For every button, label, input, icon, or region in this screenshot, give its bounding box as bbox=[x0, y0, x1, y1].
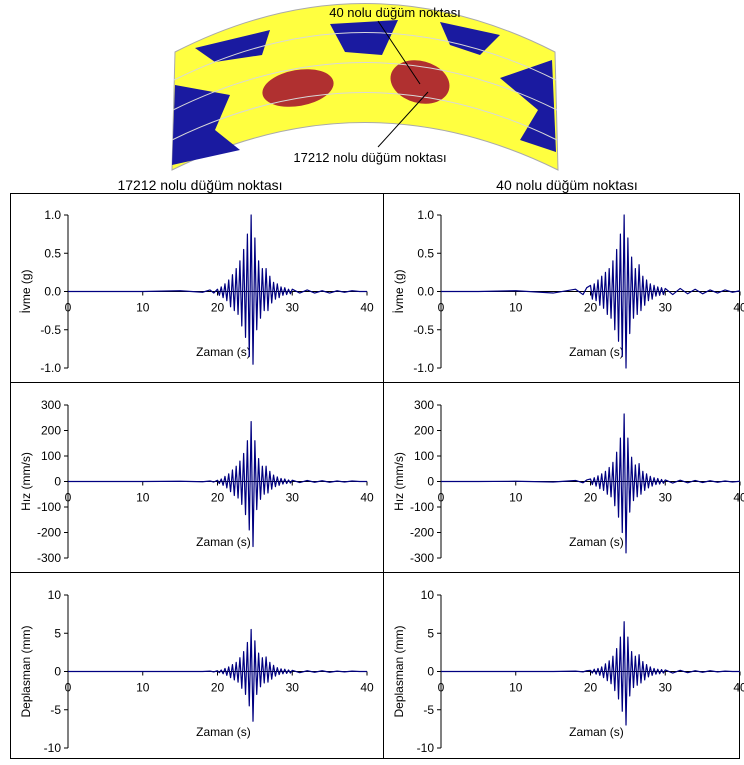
y-tick-label: 10 bbox=[48, 588, 62, 602]
y-tick-label: -0.5 bbox=[413, 323, 434, 337]
y-tick-label: -1.0 bbox=[413, 361, 434, 375]
y-tick-label: 5 bbox=[54, 626, 61, 640]
x-tick-label: 0 bbox=[65, 301, 72, 315]
x-axis-label: Zaman (s) bbox=[196, 725, 251, 739]
x-tick-label: 10 bbox=[509, 301, 523, 315]
y-tick-label: -1.0 bbox=[40, 361, 61, 375]
y-tick-label: 300 bbox=[41, 398, 61, 412]
y-tick-label: 0.0 bbox=[44, 285, 61, 299]
x-tick-label: 0 bbox=[65, 681, 72, 695]
x-tick-label: 20 bbox=[584, 491, 598, 505]
y-axis-label: İvme (g) bbox=[19, 269, 33, 313]
x-tick-label: 30 bbox=[659, 681, 673, 695]
x-tick-label: 30 bbox=[286, 491, 300, 505]
y-axis-label: Hız (mm/s) bbox=[19, 452, 33, 511]
y-tick-label: -200 bbox=[410, 526, 434, 540]
data-line bbox=[68, 215, 367, 364]
x-tick-label: 0 bbox=[65, 491, 72, 505]
y-tick-label: -200 bbox=[37, 526, 61, 540]
column-title: 17212 nolu düğüm noktası bbox=[117, 177, 282, 193]
y-tick-label: 0.5 bbox=[44, 246, 61, 260]
x-tick-label: 30 bbox=[286, 681, 300, 695]
mesh-label: 40 nolu düğüm noktası bbox=[329, 5, 461, 20]
x-tick-label: 0 bbox=[438, 491, 445, 505]
x-tick-label: 10 bbox=[136, 681, 150, 695]
y-tick-label: 200 bbox=[414, 424, 434, 438]
y-tick-label: 0.5 bbox=[417, 246, 434, 260]
y-tick-label: 0 bbox=[54, 665, 61, 679]
y-tick-label: 200 bbox=[41, 424, 61, 438]
x-axis-label: Zaman (s) bbox=[196, 345, 251, 359]
mesh bbox=[172, 4, 558, 171]
y-tick-label: 100 bbox=[414, 449, 434, 463]
x-tick-label: 20 bbox=[211, 681, 225, 695]
figure: 40 nolu düğüm noktası 17212 nolu düğüm n… bbox=[0, 0, 744, 760]
y-tick-label: 100 bbox=[41, 449, 61, 463]
mesh-label: 17212 nolu düğüm noktası bbox=[293, 150, 446, 165]
x-axis-label: Zaman (s) bbox=[569, 535, 624, 549]
y-tick-label: 0.0 bbox=[417, 285, 434, 299]
y-tick-label: 0 bbox=[427, 665, 434, 679]
y-tick-label: -300 bbox=[410, 551, 434, 565]
x-axis-label: Zaman (s) bbox=[569, 345, 624, 359]
x-tick-label: 0 bbox=[438, 301, 445, 315]
x-axis-label: Zaman (s) bbox=[569, 725, 624, 739]
y-tick-label: 0 bbox=[54, 475, 61, 489]
y-axis-label: İvme (g) bbox=[392, 269, 406, 313]
x-tick-label: 20 bbox=[211, 301, 225, 315]
y-tick-label: 10 bbox=[421, 588, 435, 602]
y-tick-label: -100 bbox=[410, 500, 434, 514]
y-axis-label: Deplasman (mm) bbox=[392, 625, 406, 717]
y-tick-label: -100 bbox=[37, 500, 61, 514]
x-tick-label: 40 bbox=[360, 491, 374, 505]
x-axis-label: Zaman (s) bbox=[196, 535, 251, 549]
y-tick-label: -10 bbox=[417, 741, 435, 755]
x-tick-label: 40 bbox=[733, 681, 744, 695]
y-tick-label: 300 bbox=[414, 398, 434, 412]
y-axis-label: Deplasman (mm) bbox=[19, 625, 33, 717]
y-tick-label: 1.0 bbox=[44, 208, 61, 222]
x-tick-label: 40 bbox=[360, 301, 374, 315]
y-tick-label: 0 bbox=[427, 475, 434, 489]
column-title: 40 nolu düğüm noktası bbox=[496, 177, 638, 193]
x-tick-label: 40 bbox=[360, 681, 374, 695]
x-tick-label: 20 bbox=[211, 491, 225, 505]
y-tick-label: -0.5 bbox=[40, 323, 61, 337]
x-tick-label: 30 bbox=[659, 301, 673, 315]
x-tick-label: 40 bbox=[733, 301, 744, 315]
x-tick-label: 30 bbox=[286, 301, 300, 315]
x-tick-label: 0 bbox=[438, 681, 445, 695]
x-tick-label: 10 bbox=[509, 681, 523, 695]
y-tick-label: 5 bbox=[427, 626, 434, 640]
x-tick-label: 10 bbox=[136, 491, 150, 505]
x-tick-label: 20 bbox=[584, 681, 598, 695]
y-tick-label: -5 bbox=[50, 703, 61, 717]
y-tick-label: -5 bbox=[423, 703, 434, 717]
y-tick-label: -300 bbox=[37, 551, 61, 565]
y-tick-label: -10 bbox=[44, 741, 62, 755]
y-tick-label: 1.0 bbox=[417, 208, 434, 222]
y-axis-label: Hız (mm/s) bbox=[392, 452, 406, 511]
x-tick-label: 10 bbox=[136, 301, 150, 315]
x-tick-label: 30 bbox=[659, 491, 673, 505]
x-tick-label: 40 bbox=[733, 491, 744, 505]
x-tick-label: 10 bbox=[509, 491, 523, 505]
x-tick-label: 20 bbox=[584, 301, 598, 315]
